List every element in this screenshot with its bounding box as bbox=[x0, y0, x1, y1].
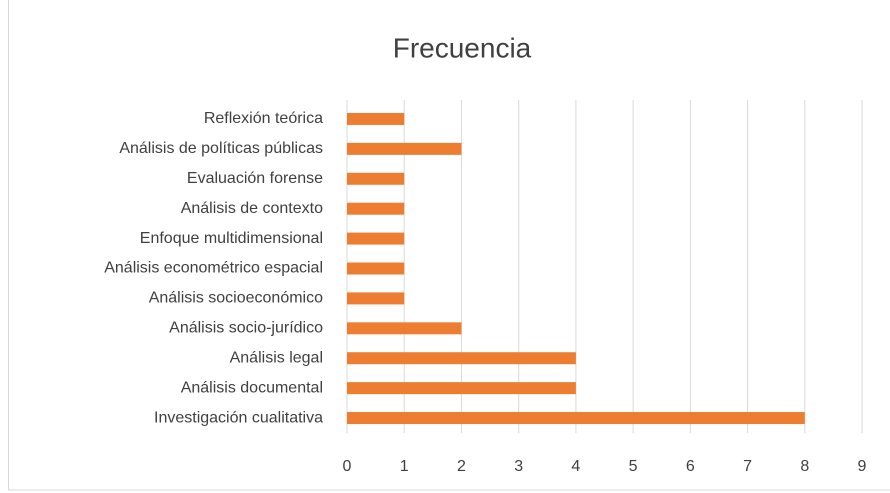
chart-frame bbox=[8, 0, 890, 491]
bar bbox=[347, 112, 405, 125]
x-tick-label: 9 bbox=[858, 458, 867, 475]
bar bbox=[347, 352, 576, 365]
x-tick-label: 5 bbox=[629, 458, 638, 475]
x-tick-label: 8 bbox=[800, 458, 809, 475]
y-tick-label: Análisis de contexto bbox=[181, 200, 323, 217]
y-tick-label: Análisis socio-jurídico bbox=[169, 320, 323, 337]
y-tick-label: Reflexión teórica bbox=[204, 110, 323, 127]
y-tick-label: Análisis documental bbox=[181, 379, 323, 396]
y-tick-label: Análisis econométrico espacial bbox=[104, 260, 323, 277]
bar bbox=[347, 232, 405, 245]
y-tick-label: Análisis socioeconómico bbox=[149, 290, 323, 307]
bar bbox=[347, 322, 462, 335]
bar bbox=[347, 172, 405, 185]
y-tick-label: Análisis de políticas públicas bbox=[119, 140, 323, 157]
x-tick-label: 3 bbox=[514, 458, 523, 475]
y-tick-label: Investigación cualitativa bbox=[154, 409, 323, 426]
y-tick-label: Evaluación forense bbox=[187, 170, 323, 187]
y-tick-label: Análisis legal bbox=[230, 349, 323, 366]
bar bbox=[347, 262, 405, 275]
x-tick-label: 1 bbox=[400, 458, 409, 475]
bar bbox=[347, 202, 405, 215]
bar bbox=[347, 142, 462, 155]
x-tick-label: 6 bbox=[686, 458, 695, 475]
y-tick-label: Enfoque multidimensional bbox=[140, 230, 323, 247]
chart-title: Frecuencia bbox=[393, 32, 532, 63]
x-tick-label: 7 bbox=[743, 458, 752, 475]
bar bbox=[347, 292, 405, 305]
x-tick-label: 0 bbox=[343, 458, 352, 475]
bar bbox=[347, 382, 576, 395]
x-tick-label: 2 bbox=[457, 458, 466, 475]
x-tick-label: 4 bbox=[571, 458, 580, 475]
bar bbox=[347, 412, 805, 425]
